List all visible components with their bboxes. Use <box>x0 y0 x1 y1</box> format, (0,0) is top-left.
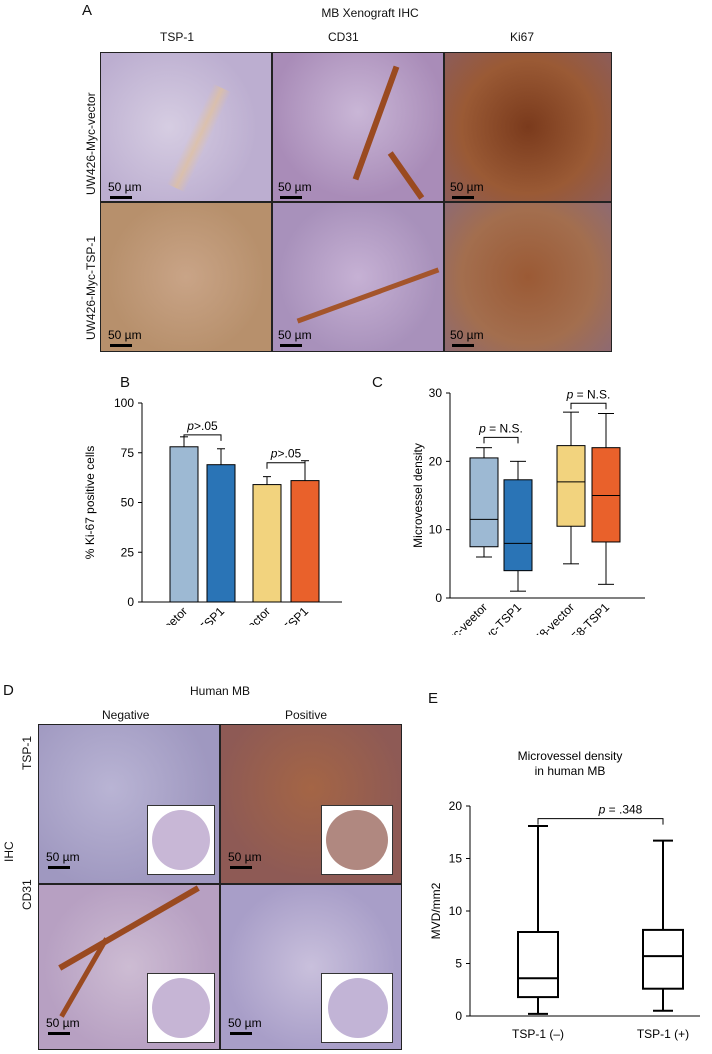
significance-label: p = N.S. <box>566 387 611 401</box>
y-tick-label: 20 <box>429 454 443 468</box>
chart-title: Microvessel density <box>518 749 623 763</box>
panel-b-letter: B <box>120 374 131 391</box>
y-tick-label: 0 <box>455 1009 462 1023</box>
y-tick-label: 25 <box>121 545 135 559</box>
box <box>503 479 533 572</box>
ihc-image-vector-tsp1 <box>100 52 272 202</box>
significance-label: p = N.S. <box>478 421 523 435</box>
ihc-image-tsp1-cd31 <box>272 202 444 352</box>
scale-label-a5: 50 µm <box>278 328 312 342</box>
panel-d-title: Human MB <box>189 684 251 698</box>
significance-bracket <box>183 434 222 441</box>
significance-bracket <box>266 462 306 469</box>
panel-a-letter: A <box>82 2 93 19</box>
ihc-image-vector-cd31 <box>272 52 444 202</box>
box <box>556 445 586 527</box>
y-tick-label: 0 <box>127 595 134 609</box>
col-header-negative: Negative <box>102 708 150 722</box>
bar <box>290 480 320 603</box>
col-header-positive: Positive <box>285 708 328 722</box>
scale-label-a6: 50 µm <box>450 328 484 342</box>
chart-title: in human MB <box>535 764 606 778</box>
significance-bracket <box>570 402 607 410</box>
x-tick-label: D458-vector <box>521 600 577 635</box>
scale-label-d2: 50 µm <box>228 850 262 864</box>
scale-bar-d2 <box>230 866 252 869</box>
ihc-image-tsp1-tsp1 <box>100 202 272 352</box>
box <box>517 931 559 999</box>
scale-label-d4: 50 µm <box>228 1016 262 1030</box>
scale-bar-a3 <box>452 196 474 199</box>
y-axis-label: MVD/mm2 <box>429 882 443 939</box>
scale-label-a3: 50 µm <box>450 180 484 194</box>
tma-core-inset <box>321 973 393 1043</box>
row-label-d-tsp1: TSP-1 <box>20 735 34 770</box>
significance-label: p>.05 <box>186 419 218 433</box>
scale-bar-a2 <box>280 196 302 199</box>
panel-a-title: MB Xenograft IHC <box>321 6 419 20</box>
significance-bracket <box>483 436 519 444</box>
box <box>642 928 684 990</box>
x-tick-label: TSP-1 (–) <box>512 1027 564 1041</box>
row-label-d-cd31: CD31 <box>20 879 34 910</box>
y-tick-label: 5 <box>455 957 462 971</box>
col-header-tsp1: TSP-1 <box>160 30 195 44</box>
y-tick-label: 100 <box>114 396 134 410</box>
x-tick-label: UW426 Myc-veetor <box>108 604 191 625</box>
ihc-image-vector-ki67 <box>444 52 612 202</box>
side-label-ihc: IHC <box>2 841 16 862</box>
tma-core-inset <box>147 805 215 875</box>
scale-bar-d3 <box>48 1032 70 1035</box>
panel-e-letter: E <box>428 690 439 707</box>
scale-label-d3: 50 µm <box>46 1016 80 1030</box>
scale-label-a1: 50 µm <box>108 180 142 194</box>
box <box>469 457 499 548</box>
ihc-image-human-pos-cd31 <box>220 884 402 1050</box>
bar <box>252 484 282 603</box>
significance-label: p>.05 <box>270 447 302 461</box>
scale-label-a2: 50 µm <box>278 180 312 194</box>
y-tick-label: 10 <box>429 523 443 537</box>
col-header-cd31: CD31 <box>328 30 359 44</box>
panel-c-letter: C <box>372 374 383 391</box>
panel-d-letter: D <box>3 682 14 699</box>
ihc-image-tsp1-ki67 <box>444 202 612 352</box>
chart-c: 0 10 20 30 Microvessel density UW426 Myc-veet… <box>408 386 645 635</box>
y-axis-label: % Ki-67 positive cells <box>83 446 97 559</box>
y-tick-label: 15 <box>449 852 463 866</box>
significance-bracket <box>537 818 664 825</box>
bar <box>169 446 199 603</box>
x-tick-label: UW426 Myc-veetor <box>408 600 491 635</box>
scale-bar-a5 <box>280 344 302 347</box>
col-header-ki67: Ki67 <box>510 30 535 44</box>
ihc-image-human-pos-tsp1 <box>220 724 402 884</box>
bar <box>206 464 236 603</box>
y-tick-label: 30 <box>429 386 443 400</box>
x-tick-label: TSP-1 (+) <box>637 1027 689 1041</box>
y-axis-label: Microvessel density <box>411 443 425 548</box>
scale-label-d1: 50 µm <box>46 850 80 864</box>
scale-bar-d1 <box>48 866 70 869</box>
significance-label: p = .348 <box>598 803 643 817</box>
ihc-image-human-neg-tsp1 <box>38 724 220 884</box>
y-tick-label: 75 <box>121 446 135 460</box>
scale-bar-a1 <box>110 196 132 199</box>
box <box>591 447 621 543</box>
y-tick-label: 20 <box>449 799 463 813</box>
y-tick-label: 0 <box>435 591 442 605</box>
tma-core-inset <box>147 973 215 1043</box>
tma-core-inset <box>321 805 393 875</box>
chart-b: 0 25 50 75 100 % Ki-67 positive cells UW426 My… <box>83 396 342 625</box>
scale-bar-a6 <box>452 344 474 347</box>
scale-bar-a4 <box>110 344 132 347</box>
y-tick-label: 50 <box>121 496 135 510</box>
ihc-image-human-neg-cd31 <box>38 884 220 1050</box>
row-label-vector: UW426-Myc-vector <box>84 92 98 195</box>
scale-bar-d4 <box>230 1032 252 1035</box>
row-label-tsp1: UW426-Myc-TSP-1 <box>84 235 98 340</box>
scale-label-a4: 50 µm <box>108 328 142 342</box>
y-tick-label: 10 <box>449 904 463 918</box>
